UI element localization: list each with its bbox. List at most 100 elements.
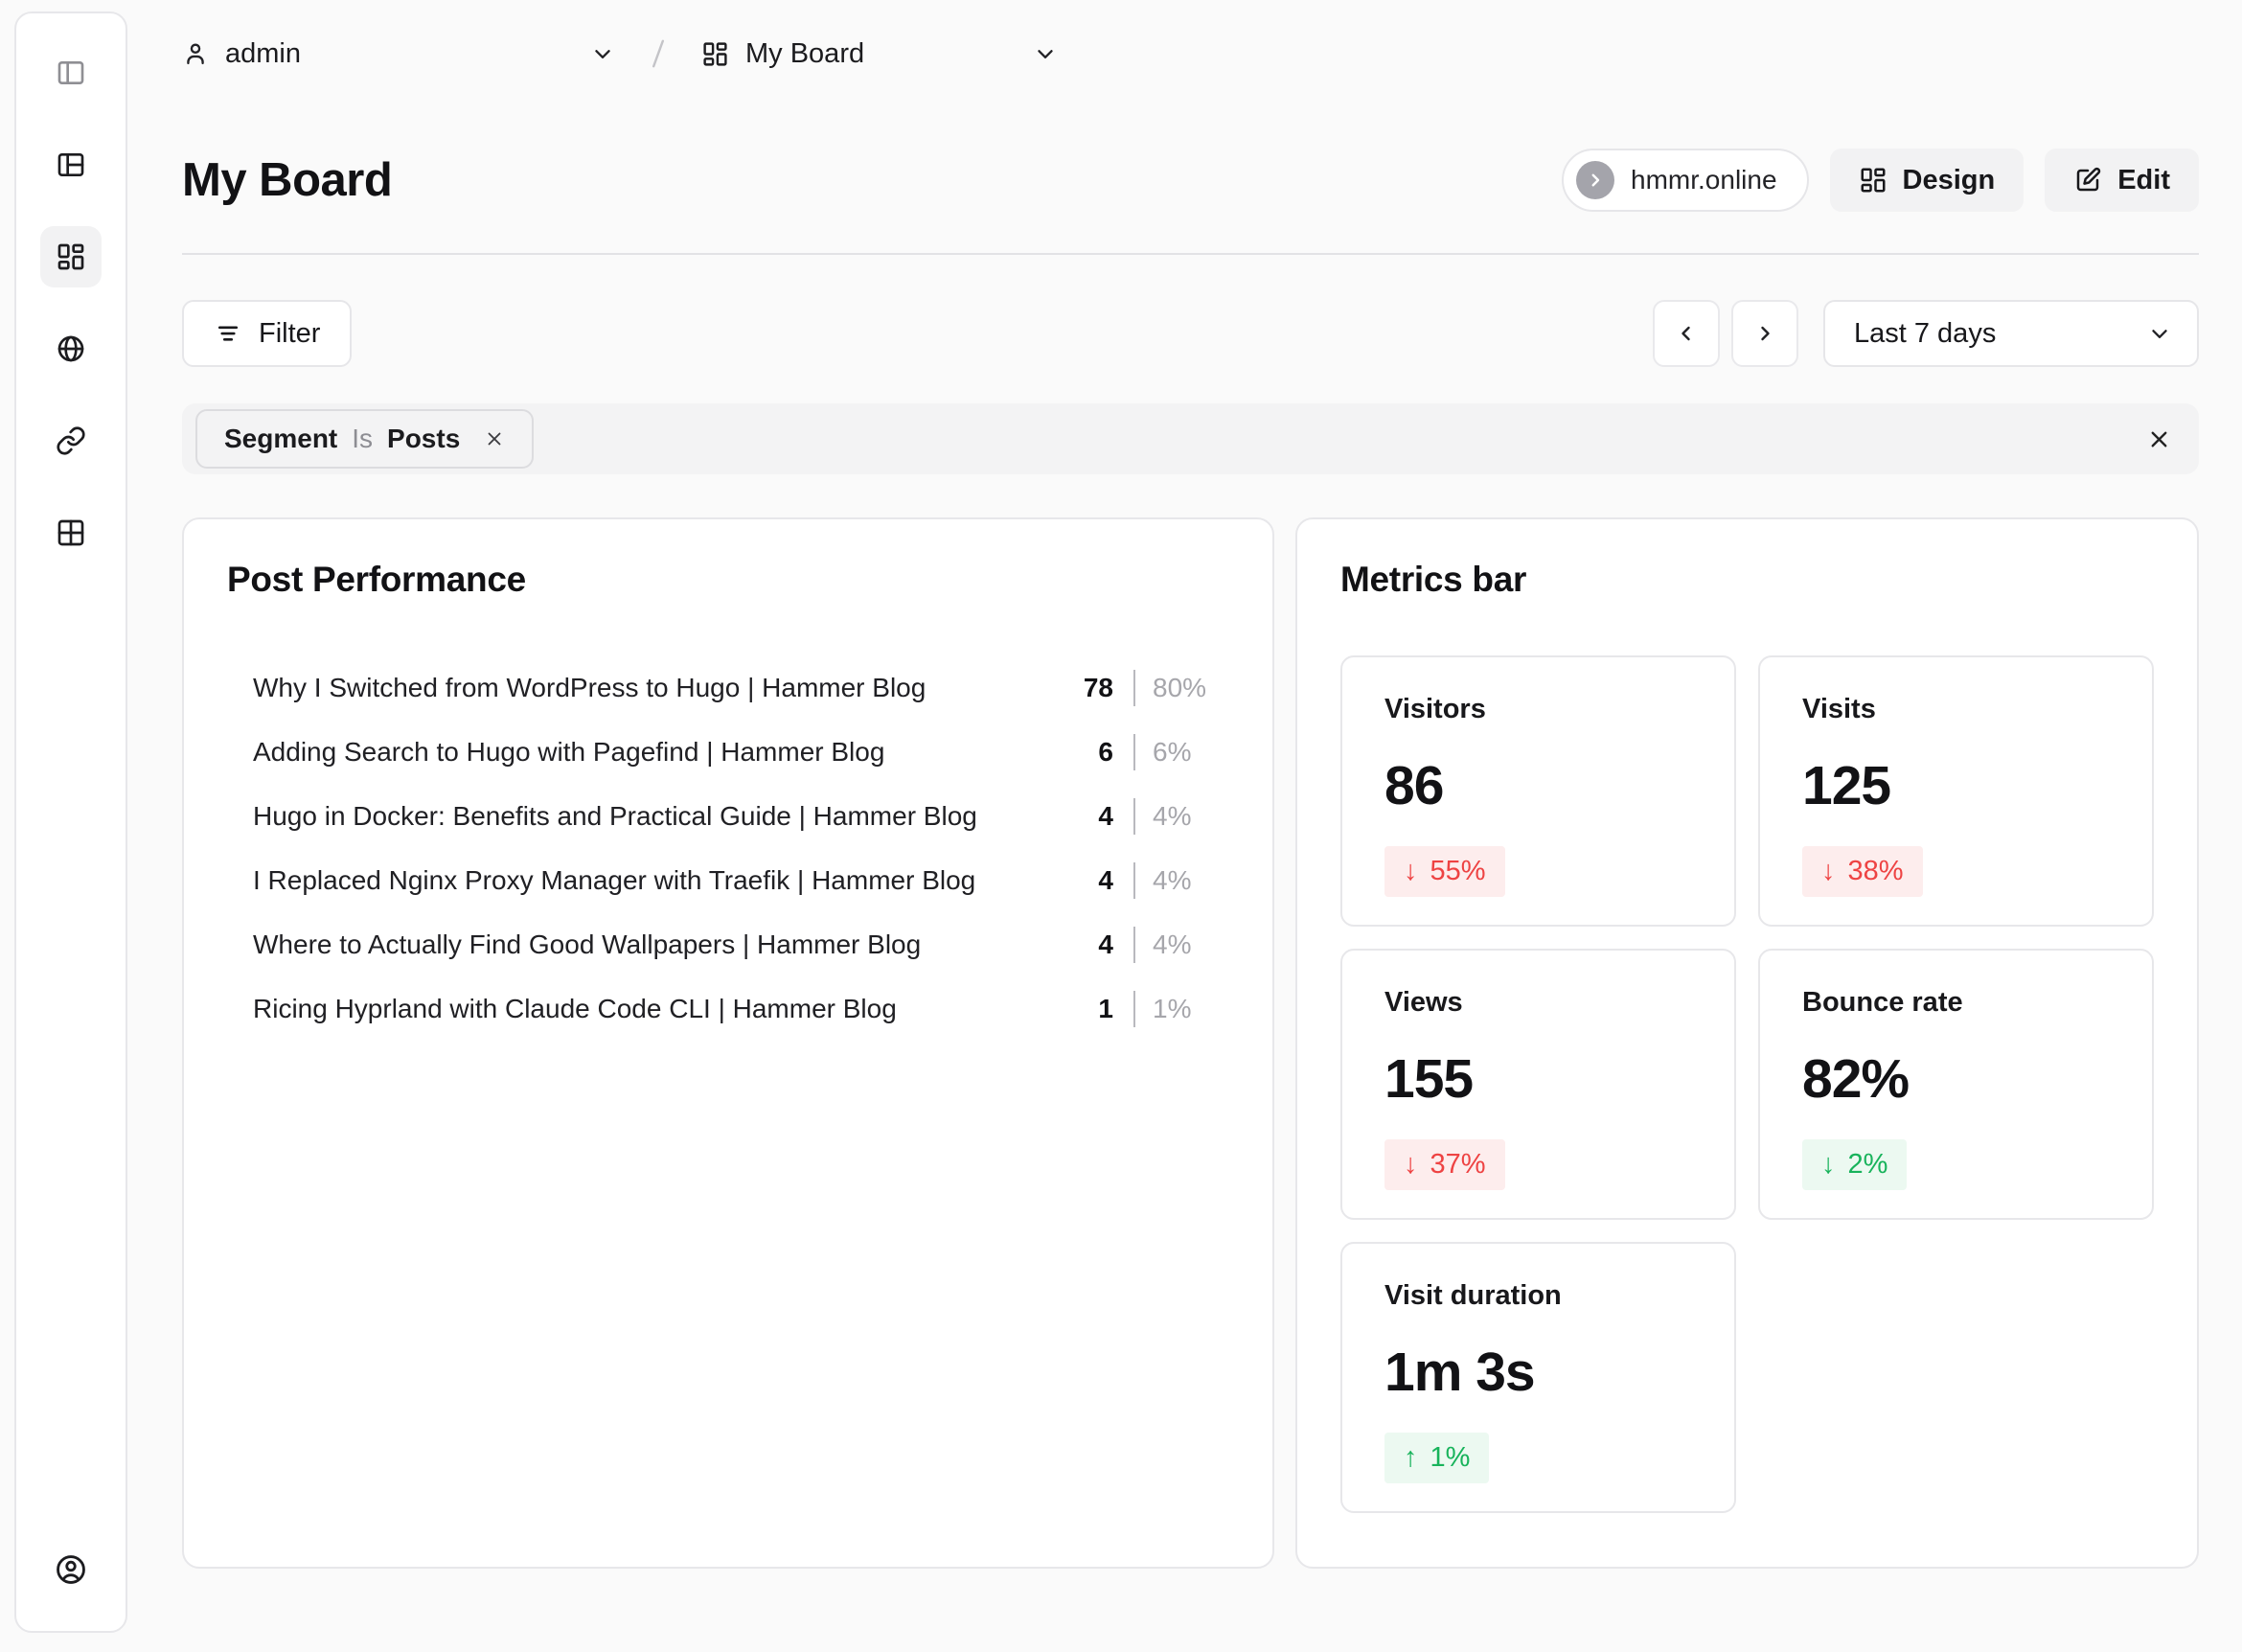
change-badge: ↓ 38% <box>1802 846 1923 897</box>
panel-title: Metrics bar <box>1340 560 1527 599</box>
metric-cards: Visitors 86 ↓ 55% Visits 125 ↓ 38% <box>1340 655 2154 1513</box>
post-value: 1 <box>1098 993 1113 1023</box>
list-item[interactable]: Why I Switched from WordPress to Hugo | … <box>227 655 1229 720</box>
trend-arrow-icon: ↓ <box>1821 1149 1836 1180</box>
change-value: 37% <box>1430 1149 1486 1180</box>
dashboard-icon <box>1859 166 1887 195</box>
sidebar-item-tables[interactable] <box>40 502 102 563</box>
sidebar-item-links[interactable] <box>40 410 102 471</box>
list-item[interactable]: Hugo in Docker: Benefits and Practical G… <box>227 784 1229 848</box>
segment-filter-chip[interactable]: Segment Is Posts <box>195 409 535 469</box>
chevron-down-icon <box>590 41 615 66</box>
prev-period-button[interactable] <box>1653 300 1720 367</box>
metric-value: 86 <box>1384 755 1444 816</box>
filter-chip-value: Posts <box>387 424 461 453</box>
grid-icon <box>56 517 86 548</box>
date-controls: Last 7 days <box>1653 300 2199 367</box>
post-percent: 4% <box>1153 929 1192 959</box>
change-value: 55% <box>1430 856 1486 886</box>
value-divider <box>1133 861 1135 899</box>
team-switcher-label: admin <box>225 37 301 69</box>
metric-label: Visitors <box>1384 694 1486 724</box>
sidebar-item-account[interactable] <box>40 1539 102 1600</box>
title-row: My Board hmmr.online Design Edit <box>182 107 2199 253</box>
filter-chip-field: Segment <box>224 424 338 453</box>
remove-chip-icon[interactable] <box>484 428 505 449</box>
metric-card-visit-duration: Visit duration 1m 3s ↑ 1% <box>1340 1242 1736 1513</box>
website-link-button[interactable]: hmmr.online <box>1562 149 1809 212</box>
sidebar-toggle-button[interactable] <box>40 42 102 103</box>
sidebar-item-layout[interactable] <box>40 134 102 195</box>
board-switcher[interactable]: My Board <box>701 38 1058 70</box>
sidebar <box>14 11 127 1633</box>
filter-button[interactable]: Filter <box>182 300 353 367</box>
clear-filters-button[interactable] <box>2146 426 2172 452</box>
list-item[interactable]: I Replaced Nginx Proxy Manager with Trae… <box>227 848 1229 912</box>
edit-button-label: Edit <box>2117 164 2170 195</box>
post-list: Why I Switched from WordPress to Hugo | … <box>227 655 1229 1041</box>
post-title: Why I Switched from WordPress to Hugo | … <box>253 672 927 702</box>
metric-value: 155 <box>1384 1048 1474 1110</box>
trend-arrow-icon: ↑ <box>1404 1442 1418 1473</box>
metric-label: Bounce rate <box>1802 987 1963 1018</box>
post-title: Hugo in Docker: Benefits and Practical G… <box>253 800 977 831</box>
main-content: admin My Board My Board <box>127 0 2242 1652</box>
metrics-bar-panel: Metrics bar Visitors 86 ↓ 55% Visits 125… <box>1295 517 2199 1569</box>
value-divider <box>1133 733 1135 770</box>
post-title: I Replaced Nginx Proxy Manager with Trae… <box>253 864 976 895</box>
chevron-left-icon <box>1675 322 1698 345</box>
value-divider <box>1133 669 1135 706</box>
chevron-right-circle-icon <box>1576 161 1615 199</box>
dashboard-icon <box>701 40 729 68</box>
metric-card-views: Views 155 ↓ 37% <box>1340 949 1736 1220</box>
metric-card-visits: Visits 125 ↓ 38% <box>1758 655 2154 927</box>
panel-left-icon <box>56 57 86 88</box>
date-range-select[interactable]: Last 7 days <box>1823 300 2199 367</box>
change-badge: ↓ 55% <box>1384 846 1505 897</box>
list-item[interactable]: Where to Actually Find Good Wallpapers |… <box>227 912 1229 976</box>
user-circle-icon <box>55 1553 87 1586</box>
edit-icon <box>2073 166 2102 195</box>
design-button-label: Design <box>1902 164 1996 195</box>
post-percent: 4% <box>1153 800 1192 831</box>
list-item[interactable]: Ricing Hyprland with Claude Code CLI | H… <box>227 976 1229 1041</box>
metric-value: 82% <box>1802 1048 1910 1110</box>
page-actions: hmmr.online Design Edit <box>1562 149 2199 212</box>
team-switcher[interactable]: admin <box>182 38 615 70</box>
post-title: Ricing Hyprland with Claude Code CLI | H… <box>253 993 897 1023</box>
change-value: 1% <box>1430 1442 1471 1473</box>
board-panels: Post Performance Why I Switched from Wor… <box>182 517 2199 1569</box>
trend-arrow-icon: ↓ <box>1404 856 1418 886</box>
change-badge: ↑ 1% <box>1384 1433 1490 1483</box>
panel-title: Post Performance <box>227 560 526 599</box>
post-value: 78 <box>1083 672 1113 702</box>
sidebar-item-websites[interactable] <box>40 318 102 379</box>
post-title: Adding Search to Hugo with Pagefind | Ha… <box>253 736 885 767</box>
post-value: 4 <box>1098 800 1113 831</box>
chevron-down-icon <box>2147 321 2172 346</box>
post-value: 4 <box>1098 929 1113 959</box>
change-value: 2% <box>1847 1149 1888 1180</box>
active-filters-bar: Segment Is Posts <box>182 403 2199 474</box>
header-divider <box>182 253 2199 255</box>
design-button[interactable]: Design <box>1829 149 2025 212</box>
link-icon <box>56 425 86 456</box>
post-percent: 1% <box>1153 993 1192 1023</box>
page-title: My Board <box>182 154 393 206</box>
slash-separator-icon <box>644 36 673 71</box>
breadcrumb: admin My Board <box>182 0 2199 107</box>
filter-button-label: Filter <box>259 317 321 349</box>
metric-card-visitors: Visitors 86 ↓ 55% <box>1340 655 1736 927</box>
sidebar-item-boards[interactable] <box>40 226 102 287</box>
value-divider <box>1133 990 1135 1027</box>
chevron-right-icon <box>1753 322 1776 345</box>
website-link-label: hmmr.online <box>1631 165 1777 195</box>
edit-button[interactable]: Edit <box>2045 149 2199 212</box>
post-percent: 6% <box>1153 736 1192 767</box>
globe-icon <box>56 333 86 364</box>
next-period-button[interactable] <box>1731 300 1798 367</box>
date-range-value: Last 7 days <box>1854 317 1997 349</box>
post-value: 6 <box>1098 736 1113 767</box>
list-item[interactable]: Adding Search to Hugo with Pagefind | Ha… <box>227 720 1229 784</box>
post-title: Where to Actually Find Good Wallpapers |… <box>253 929 922 959</box>
